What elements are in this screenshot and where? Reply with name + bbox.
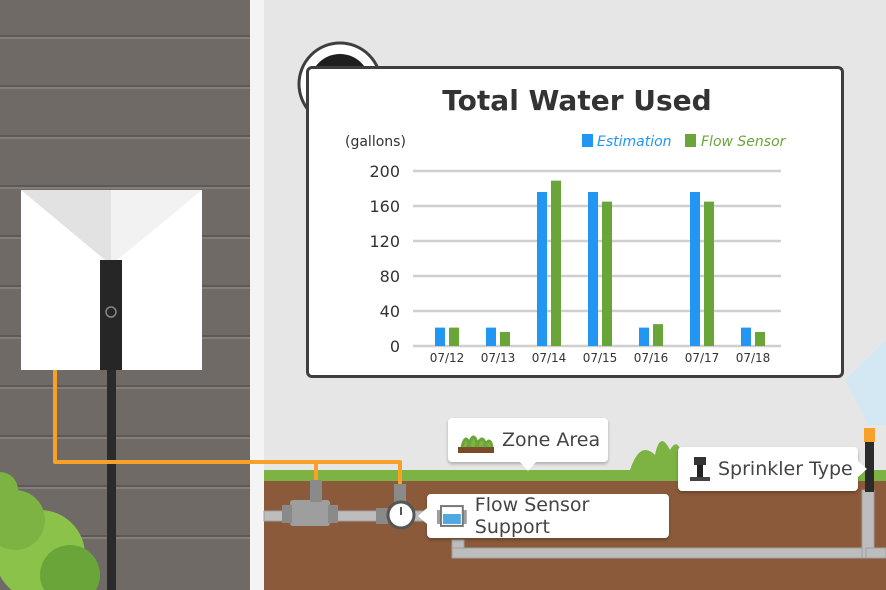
y-tick-label: 40 [380,302,400,321]
zone-area-callout: Zone Area [448,418,608,471]
bar-flow-sensor [704,201,714,346]
chart-title: Total Water Used [442,84,711,117]
bar-flow-sensor [449,327,459,346]
y-tick-label: 80 [380,267,400,286]
x-tick-label: 07/17 [685,351,720,365]
bush-left [0,472,100,590]
callout-pointer [858,461,867,477]
water-usage-chart: Total Water Used (gallons) Estimation Fl… [345,84,787,365]
bar-flow-sensor [653,324,663,346]
x-tick-label: 07/18 [736,351,771,365]
sprinkler-head [845,340,886,492]
y-tick-label: 0 [390,337,400,356]
legend: Estimation Flow Sensor [582,134,787,150]
y-tick-label: 200 [369,162,400,181]
bar-estimation [639,327,649,346]
bar-estimation [588,192,598,346]
y-axis-ticks: 0 40 80 120 160 200 [369,162,400,356]
bar-flow-sensor [602,201,612,346]
x-tick-label: 07/12 [430,351,465,365]
irrigation-controller [21,190,202,370]
callout-pointer [520,462,536,471]
bar-estimation [741,327,751,346]
x-tick-label: 07/14 [532,351,567,365]
flow-sensor-icon [437,505,467,527]
grass-plant [630,441,684,470]
flow-sensor-support-callout: Flow Sensor Support [418,494,669,538]
x-axis-ticks: 07/12 07/13 07/14 07/15 07/16 07/17 07/18 [430,351,771,365]
legend-swatch-flow-sensor [685,134,696,147]
bar-estimation [537,192,547,346]
bar-flow-sensor [551,180,561,346]
bars [435,180,765,346]
bar-flow-sensor [755,332,765,346]
y-tick-label: 120 [369,232,400,251]
x-tick-label: 07/13 [481,351,516,365]
water-usage-chart-panel: Total Water Used (gallons) Estimation Fl… [306,66,844,378]
control-wire [53,370,402,488]
bar-flow-sensor [500,332,510,346]
grass-icon [458,435,494,453]
legend-swatch-estimation [582,134,593,147]
sprinkler-icon [690,457,710,481]
bar-estimation [486,327,496,346]
x-tick-label: 07/15 [583,351,618,365]
zone-area-label: Zone Area [502,429,601,451]
legend-label-estimation: Estimation [597,134,672,150]
controller-pole [107,370,116,590]
legend-label-flow-sensor: Flow Sensor [701,134,787,150]
sprinkler-type-callout: Sprinkler Type [678,447,867,491]
bar-estimation [690,192,700,346]
callout-pointer [418,508,427,524]
y-axis-label: (gallons) [345,134,406,150]
valve [282,480,338,526]
y-tick-label: 160 [369,197,400,216]
x-tick-label: 07/16 [634,351,669,365]
flow-sensor-support-label: Flow Sensor Support [474,494,590,538]
bar-estimation [435,327,445,346]
flow-sensor-device [376,484,416,530]
sprinkler-type-label: Sprinkler Type [718,458,853,480]
